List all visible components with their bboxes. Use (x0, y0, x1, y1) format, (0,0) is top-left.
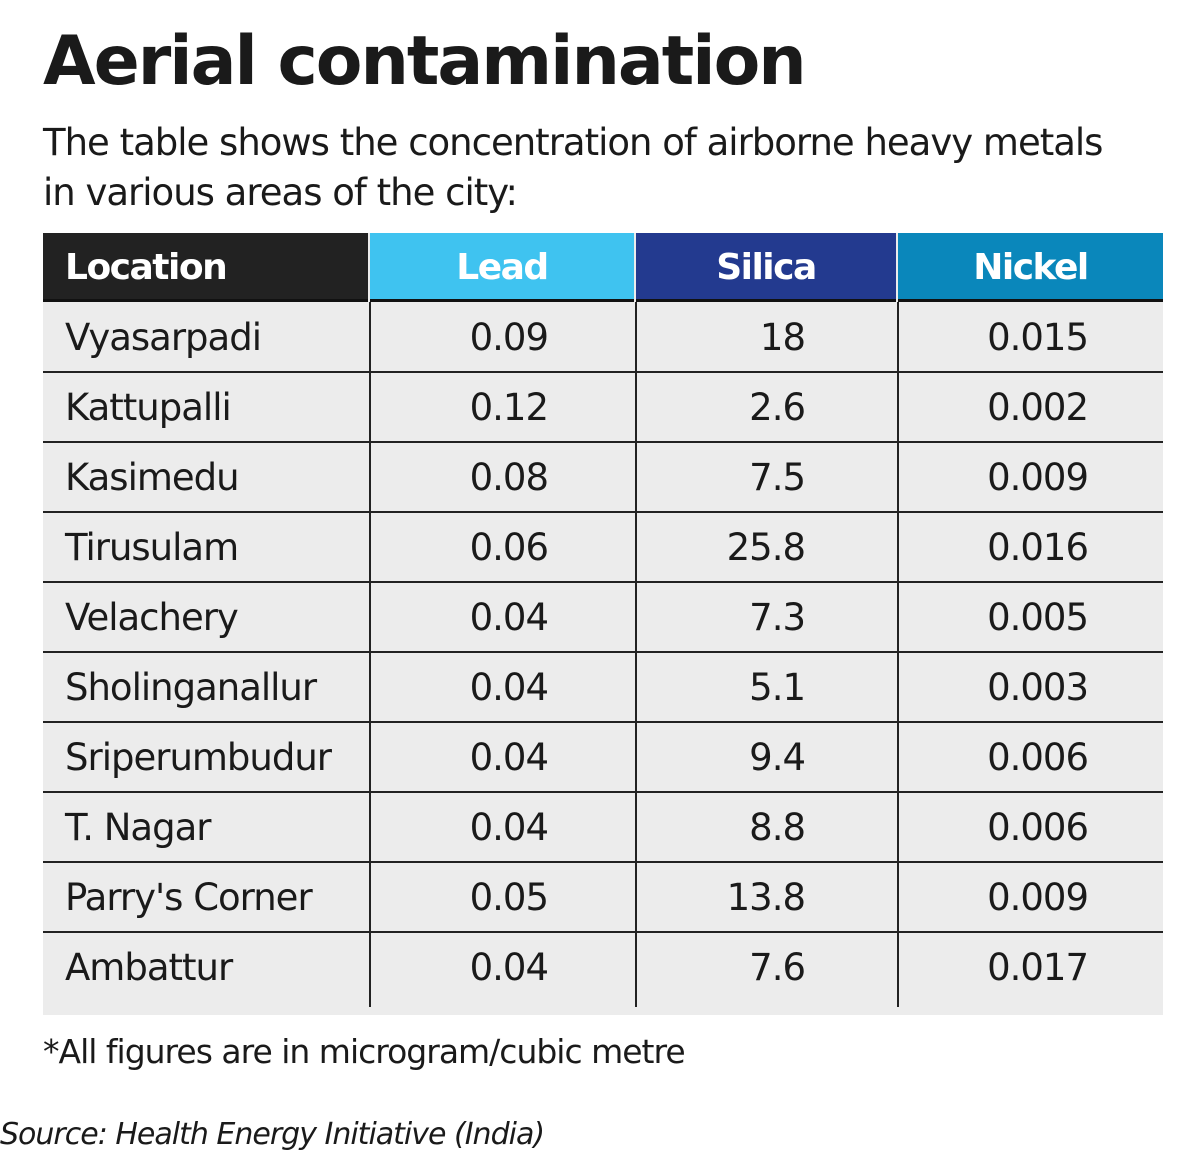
table-row: Tirusulam 0.06 25.8 0.016 (43, 513, 1163, 583)
cell-nickel: 0.003 (987, 666, 1089, 709)
cell-lead: 0.04 (469, 946, 549, 989)
cell-location: Sriperumbudur (65, 736, 332, 779)
subtitle: The table shows the concentration of air… (43, 121, 1103, 214)
source: Source: Health Energy Initiative (India) (0, 1117, 545, 1152)
cell-nickel: 0.016 (987, 526, 1089, 569)
cell-location: Tirusulam (65, 526, 239, 569)
cell-location: Kasimedu (65, 456, 240, 499)
title: Aerial contamination (43, 22, 807, 101)
cell-silica: 9.4 (749, 736, 806, 779)
footnote: *All figures are in microgram/cubic metr… (43, 1032, 686, 1071)
cell-silica: 5.1 (749, 666, 806, 709)
cell-silica: 7.3 (749, 596, 806, 639)
table-row: Vyasarpadi 0.09 18 0.015 (43, 303, 1163, 373)
cell-nickel: 0.006 (987, 736, 1089, 779)
table-row: Parry's Corner 0.05 13.8 0.009 (43, 863, 1163, 933)
cell-location: Vyasarpadi (65, 316, 262, 359)
table-row: Sholinganallur 0.04 5.1 0.003 (43, 653, 1163, 723)
cell-location: Kattupalli (65, 386, 232, 429)
data-table: Location Lead Silica Nickel Vyasarpadi 0.09 18… (43, 233, 1163, 1015)
cell-silica: 25.8 (726, 526, 806, 569)
cell-lead: 0.08 (469, 456, 549, 499)
cell-lead: 0.06 (469, 526, 549, 569)
cell-location: Sholinganallur (65, 666, 317, 709)
cell-lead: 0.04 (469, 666, 549, 709)
cell-silica: 8.8 (749, 806, 806, 849)
cell-silica: 7.6 (749, 946, 806, 989)
cell-nickel: 0.006 (987, 806, 1089, 849)
header-lead: Lead (370, 233, 634, 302)
cell-lead: 0.04 (469, 596, 549, 639)
cell-nickel: 0.002 (987, 386, 1089, 429)
cell-nickel: 0.017 (987, 946, 1089, 989)
cell-silica: 7.5 (749, 456, 806, 499)
cell-nickel: 0.015 (987, 316, 1089, 359)
table-row: Kattupalli 0.12 2.6 0.002 (43, 373, 1163, 443)
header-location: Location (43, 233, 368, 302)
table-row: Ambattur 0.04 7.6 0.017 (43, 933, 1163, 1003)
cell-lead: 0.05 (469, 876, 549, 919)
table-row: Kasimedu 0.08 7.5 0.009 (43, 443, 1163, 513)
cell-location: Parry's Corner (65, 876, 313, 919)
cell-lead: 0.04 (469, 736, 549, 779)
table-row: Velachery 0.04 7.3 0.005 (43, 583, 1163, 653)
cell-location: Ambattur (65, 946, 233, 989)
header-silica: Silica (636, 233, 896, 302)
cell-nickel: 0.009 (987, 876, 1089, 919)
table-row: Sriperumbudur 0.04 9.4 0.006 (43, 723, 1163, 793)
cell-silica: 13.8 (726, 876, 806, 919)
header-nickel: Nickel (898, 233, 1163, 302)
cell-lead: 0.09 (469, 316, 549, 359)
table-row: T. Nagar 0.04 8.8 0.006 (43, 793, 1163, 863)
column-divider (369, 302, 371, 1007)
column-divider (635, 302, 637, 1007)
cell-lead: 0.04 (469, 806, 549, 849)
column-divider (897, 302, 899, 1007)
cell-nickel: 0.009 (987, 456, 1089, 499)
cell-location: T. Nagar (65, 806, 211, 849)
cell-lead: 0.12 (469, 386, 549, 429)
cell-silica: 18 (759, 316, 806, 359)
cell-location: Velachery (65, 596, 239, 639)
cell-silica: 2.6 (749, 386, 806, 429)
cell-nickel: 0.005 (987, 596, 1089, 639)
